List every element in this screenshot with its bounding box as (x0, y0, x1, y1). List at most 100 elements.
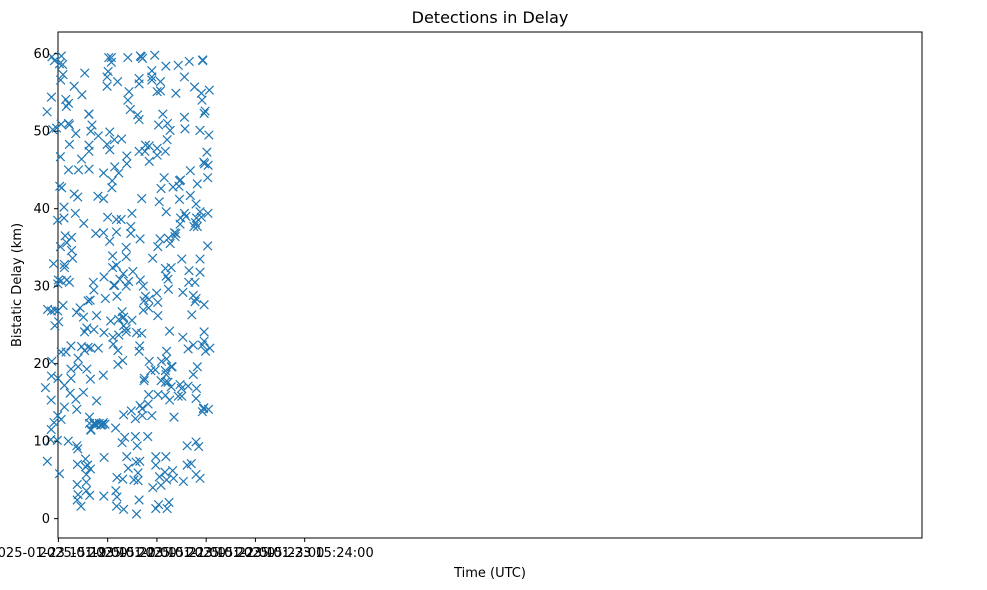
data-point-marker (100, 293, 111, 304)
data-point-marker (183, 381, 193, 391)
data-point-marker (202, 147, 212, 157)
data-point-marker (202, 241, 213, 251)
x-tick-label: 2025-01-23 15:23:00 (186, 546, 324, 561)
data-point-marker (56, 119, 66, 129)
data-point-marker (107, 251, 118, 261)
data-point-marker (139, 373, 150, 384)
data-point-marker (61, 347, 71, 357)
data-point-marker (143, 399, 153, 409)
data-point-marker (135, 456, 145, 467)
data-point-marker (171, 228, 181, 239)
data-point-marker (152, 150, 162, 160)
data-point-marker (204, 85, 215, 95)
data-point-marker (169, 412, 179, 422)
data-point-marker (108, 332, 118, 343)
data-point-marker (181, 211, 191, 222)
data-point-marker (177, 391, 187, 401)
data-point-marker (173, 60, 183, 71)
data-point-marker (112, 492, 122, 502)
data-point-marker (151, 460, 161, 470)
data-point-marker (52, 435, 63, 446)
data-point-marker (89, 285, 99, 295)
data-point-marker (70, 208, 81, 219)
data-point-marker (82, 364, 92, 374)
data-point-marker (123, 463, 133, 473)
data-point-marker (63, 98, 74, 109)
data-point-marker (159, 172, 169, 183)
data-point-marker (178, 476, 189, 487)
data-point-marker (131, 457, 141, 467)
data-point-marker (153, 499, 164, 510)
data-point-marker (160, 377, 171, 387)
data-point-marker (135, 275, 146, 285)
data-point-marker (113, 345, 123, 356)
data-point-marker (150, 50, 160, 60)
data-point-marker (162, 503, 172, 514)
data-point-marker (193, 441, 204, 452)
data-point-marker (118, 312, 129, 322)
data-point-marker (151, 288, 162, 298)
data-point-marker (138, 281, 149, 291)
data-point-marker (163, 377, 173, 387)
data-point-marker (186, 458, 197, 469)
data-point-marker (73, 165, 84, 175)
y-axis-label: Bistatic Delay (km) (10, 223, 25, 347)
data-point-marker (72, 479, 82, 490)
data-point-marker (55, 75, 66, 85)
data-point-marker (56, 414, 66, 425)
data-point-marker (144, 356, 154, 367)
data-point-marker (147, 66, 157, 76)
data-point-marker (73, 489, 83, 500)
data-point-marker (56, 183, 67, 193)
data-point-marker (79, 218, 89, 229)
data-point-marker (49, 417, 59, 428)
data-point-marker (161, 346, 172, 356)
data-point-marker (111, 227, 122, 237)
data-point-marker (110, 423, 121, 433)
data-point-marker (55, 241, 66, 252)
data-point-marker (102, 81, 112, 91)
data-point-marker (155, 86, 166, 96)
data-point-marker (83, 342, 93, 353)
data-point-marker (121, 281, 131, 291)
data-point-marker (77, 90, 87, 100)
data-point-marker (85, 464, 96, 474)
y-tick-label: 60 (33, 47, 50, 62)
data-point-marker (164, 497, 174, 508)
data-point-marker (150, 365, 161, 375)
data-point-marker (191, 383, 202, 394)
data-point-marker (111, 501, 122, 511)
data-point-marker (91, 310, 102, 321)
data-point-marker (144, 156, 154, 167)
data-point-marker (84, 109, 94, 119)
x-axis-label: Time (UTC) (453, 566, 526, 581)
data-point-marker (144, 294, 154, 305)
data-point-marker (73, 444, 83, 454)
data-point-marker (171, 88, 181, 98)
data-point-marker (110, 162, 120, 172)
data-point-marker (205, 343, 215, 353)
data-point-marker (60, 231, 70, 241)
data-point-marker (153, 310, 163, 321)
data-point-marker (99, 452, 109, 463)
data-point-marker (98, 168, 109, 178)
data-point-marker (168, 473, 179, 484)
data-point-marker (49, 55, 60, 66)
data-points (40, 50, 215, 519)
data-point-marker (116, 134, 127, 144)
data-point-marker (46, 424, 56, 435)
data-point-marker (122, 451, 132, 462)
data-point-marker (144, 141, 154, 151)
data-point-marker (119, 432, 130, 442)
data-point-marker (160, 146, 171, 157)
data-point-marker (195, 125, 205, 136)
data-point-marker (179, 72, 190, 82)
data-point-marker (100, 419, 110, 429)
data-point-marker (160, 365, 171, 376)
data-point-marker (91, 396, 102, 406)
data-point-marker (198, 55, 208, 65)
data-point-marker (88, 277, 99, 288)
data-point-marker (112, 76, 123, 87)
data-point-marker (137, 403, 147, 414)
